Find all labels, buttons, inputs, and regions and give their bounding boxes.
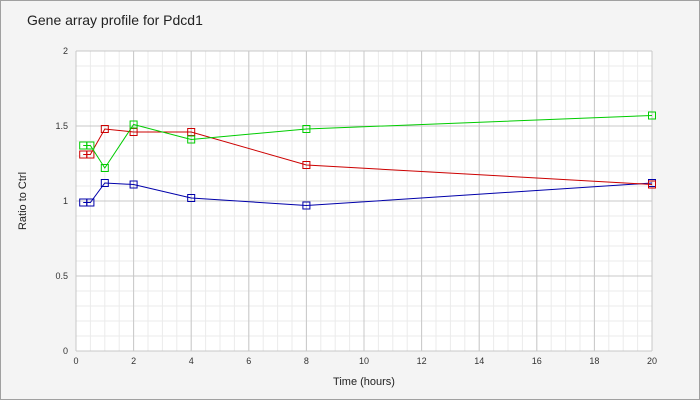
data-point-marker <box>86 150 95 159</box>
x-axis-label: Time (hours) <box>333 376 395 388</box>
x-tick-label: 12 <box>417 356 427 366</box>
data-point-marker <box>302 161 311 169</box>
x-tick-label: 16 <box>532 356 542 366</box>
data-point-marker <box>648 111 656 120</box>
series-line-1 <box>83 182 653 207</box>
data-point-marker <box>187 135 196 144</box>
data-point-marker <box>100 179 109 187</box>
data-point-marker <box>100 125 109 133</box>
data-point-marker <box>302 125 311 133</box>
y-tick-label: 1 <box>63 196 68 206</box>
y-tick-label: 1.5 <box>55 121 68 131</box>
y-tick-label: 2 <box>63 46 68 56</box>
x-tick-label: 10 <box>359 356 369 366</box>
x-tick-label: 2 <box>131 356 136 366</box>
x-tick-label: 20 <box>647 356 657 366</box>
major-gridlines <box>75 50 653 352</box>
y-tick-label: 0 <box>63 346 68 356</box>
data-point-marker <box>648 180 656 189</box>
data-point-marker <box>86 198 95 207</box>
chart-title: Gene array profile for Pdcd1 <box>27 12 203 28</box>
x-tick-label: 0 <box>73 356 78 366</box>
data-point-marker <box>129 180 138 189</box>
x-tick-label: 6 <box>246 356 251 366</box>
data-point-marker <box>187 194 196 202</box>
series-line-2 <box>83 128 653 185</box>
x-axis-ticks: 0 2 4 6 8 10 12 14 16 18 20 <box>73 356 657 366</box>
data-point-marker <box>129 120 138 129</box>
x-tick-label: 14 <box>474 356 484 366</box>
x-tick-label: 8 <box>304 356 309 366</box>
series-line-3 <box>83 115 653 169</box>
data-point-marker <box>86 141 95 150</box>
data-point-marker <box>302 201 311 210</box>
y-axis-label: Ratio to Ctrl <box>17 172 29 230</box>
y-axis-ticks: 0 0.5 1 1.5 2 <box>55 46 68 356</box>
x-tick-label: 4 <box>189 356 194 366</box>
x-tick-label: 18 <box>589 356 599 366</box>
series-layer <box>79 111 656 210</box>
y-tick-label: 0.5 <box>55 271 68 281</box>
data-point-marker <box>100 164 109 172</box>
